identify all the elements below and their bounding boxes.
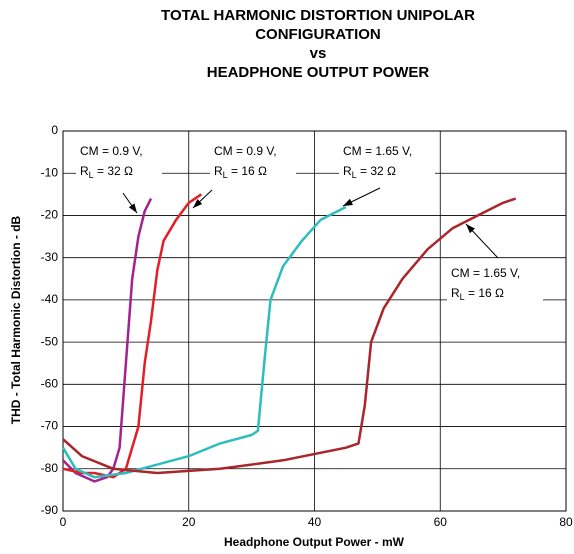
- chart-title: HEADPHONE OUTPUT POWER: [207, 64, 430, 81]
- chart-title: CONFIGURATION: [255, 26, 381, 43]
- x-tick-label: 60: [434, 515, 448, 529]
- annotation-part: = 16 Ω: [465, 286, 504, 300]
- label-bg: [339, 142, 435, 182]
- arrow-head: [193, 199, 203, 208]
- y-tick-label: -30: [41, 250, 59, 264]
- annotation-part: = 16 Ω: [228, 164, 267, 178]
- annotation-part: R: [214, 164, 223, 178]
- annotation: CM = 1.65 V,: [451, 266, 520, 280]
- y-axis-label: THD - Total Harmonic Distortion - dB: [9, 215, 23, 424]
- annotation: RL = 16 Ω: [214, 164, 267, 180]
- y-tick-label: -40: [41, 292, 59, 306]
- annotation-sub: L: [352, 170, 357, 180]
- series-line: [62, 193, 203, 479]
- y-tick-label: -60: [41, 377, 59, 391]
- y-tick-label: -70: [41, 419, 59, 433]
- y-tick-label: 0: [51, 123, 58, 137]
- annotation: RL = 16 Ω: [451, 286, 504, 302]
- annotation-part: R: [343, 164, 352, 178]
- annotations: CM = 0.9 V,RL = 32 ΩCM = 0.9 V,RL = 16 Ω…: [76, 142, 543, 304]
- arrow-head: [128, 203, 137, 213]
- x-axis-label: Headphone Output Power - mW: [224, 535, 405, 549]
- y-tick-label: -20: [41, 208, 59, 222]
- annotation-part: = 32 Ω: [357, 164, 396, 178]
- y-tick-label: -80: [41, 461, 59, 475]
- annotation-sub: L: [223, 170, 228, 180]
- annotation-sub: L: [460, 292, 465, 302]
- annotation-part: = 32 Ω: [94, 164, 133, 178]
- label-bg: [76, 142, 162, 182]
- series-line: [62, 198, 153, 483]
- y-tick-label: -90: [41, 503, 59, 517]
- series-line: [61, 205, 347, 479]
- x-tick-label: 0: [60, 515, 67, 529]
- x-tick-label: 40: [308, 515, 322, 529]
- chart-title: TOTAL HARMONIC DISTORTION UNIPOLAR: [161, 7, 475, 24]
- series-lines: [61, 193, 517, 483]
- label-bg: [210, 142, 296, 182]
- label-bg: [447, 264, 543, 304]
- annotation: CM = 0.9 V,: [80, 144, 143, 158]
- annotation: RL = 32 Ω: [80, 164, 133, 180]
- x-tick-label: 20: [182, 515, 196, 529]
- annotation-part: R: [451, 286, 460, 300]
- y-tick-label: -10: [41, 165, 59, 179]
- annotation-part: R: [80, 164, 89, 178]
- annotation: RL = 32 Ω: [343, 164, 396, 180]
- arrow-head: [343, 198, 353, 206]
- annotation: CM = 0.9 V,: [214, 144, 277, 158]
- chart-title: vs: [310, 45, 327, 62]
- x-tick-label: 80: [559, 515, 573, 529]
- plot-frame: [62, 130, 567, 512]
- annotation-sub: L: [89, 170, 94, 180]
- y-tick-label: -50: [41, 334, 59, 348]
- arrow-head: [466, 224, 475, 234]
- annotation: CM = 1.65 V,: [343, 144, 412, 158]
- series-line: [62, 197, 517, 475]
